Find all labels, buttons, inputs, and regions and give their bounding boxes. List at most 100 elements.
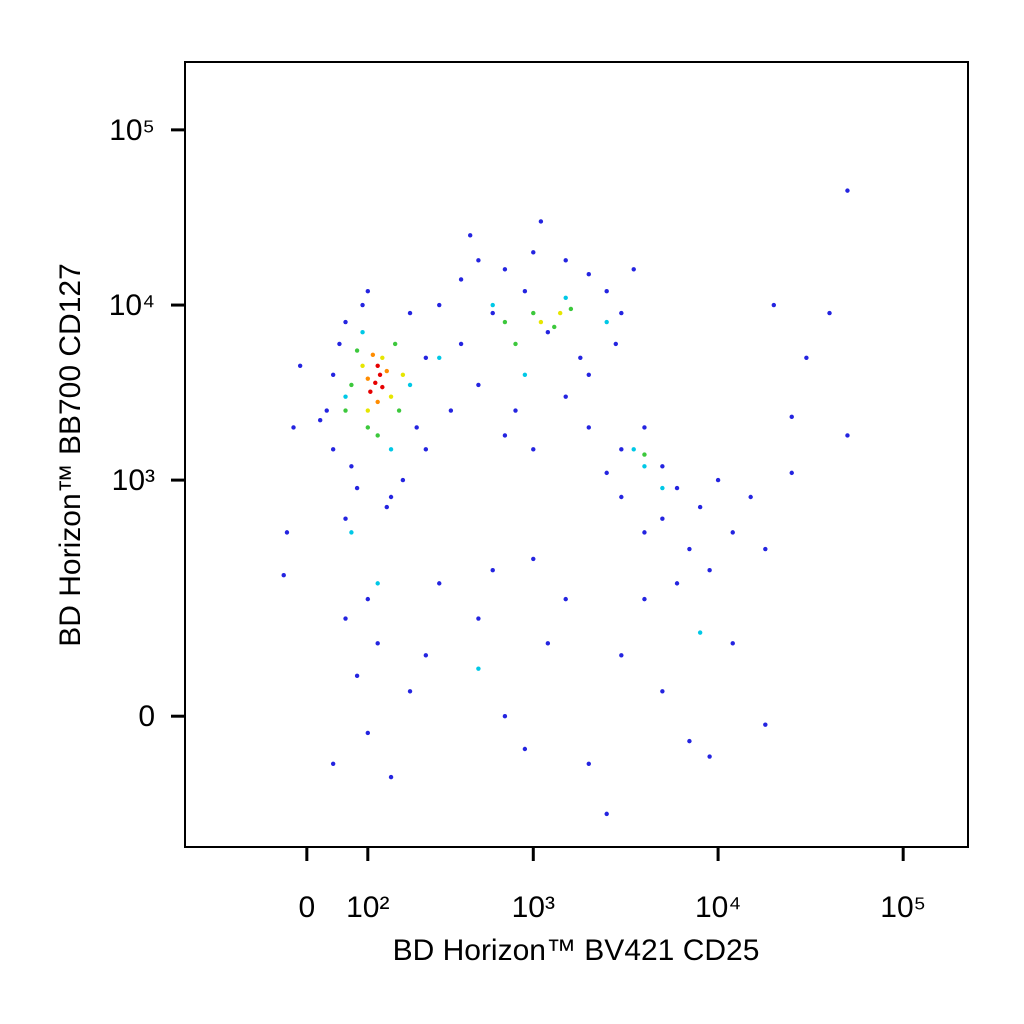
point: [330, 761, 336, 766]
point: [578, 355, 583, 360]
plot-frame: [184, 61, 969, 848]
point: [789, 414, 794, 420]
point: [360, 329, 365, 335]
point: [660, 516, 665, 521]
point: [604, 811, 609, 817]
point: [437, 302, 442, 308]
point: [375, 581, 380, 586]
point: [763, 722, 768, 727]
point: [642, 464, 647, 469]
point: [396, 408, 402, 413]
point: [531, 310, 536, 316]
point: [388, 394, 394, 399]
point: [845, 188, 850, 193]
point: [642, 425, 647, 430]
point: [368, 389, 373, 394]
point: [330, 447, 336, 452]
point: [513, 408, 518, 413]
point: [375, 363, 380, 369]
point: [373, 380, 378, 385]
point: [343, 516, 348, 521]
point: [354, 485, 360, 491]
point: [343, 408, 348, 413]
point: [407, 382, 413, 388]
point: [748, 494, 753, 500]
y-tick-label: 10⁵: [109, 114, 155, 147]
point: [586, 761, 591, 766]
point: [476, 382, 481, 388]
point: [613, 341, 618, 347]
point: [343, 616, 348, 621]
x-tick-label: 10³: [512, 891, 555, 924]
point: [502, 714, 508, 719]
point: [388, 447, 394, 452]
point: [458, 341, 464, 347]
point: [365, 596, 371, 602]
point: [384, 368, 389, 374]
point: [388, 774, 394, 780]
y-tick-label: 10³: [112, 464, 155, 497]
point: [407, 310, 413, 316]
point: [642, 452, 647, 457]
point: [423, 355, 429, 360]
point: [586, 272, 591, 277]
point: [392, 341, 398, 347]
point: [375, 433, 380, 438]
point: [642, 530, 647, 535]
point: [619, 653, 624, 658]
point: [437, 355, 442, 360]
point: [380, 384, 385, 390]
point: [697, 630, 703, 635]
point: [343, 394, 348, 399]
x-tick-label: 10²: [346, 891, 389, 924]
point: [468, 233, 473, 238]
point: [324, 408, 329, 413]
point: [707, 568, 712, 573]
point: [631, 267, 636, 272]
point: [400, 372, 406, 377]
point: [557, 310, 563, 316]
point: [490, 568, 495, 573]
point: [660, 464, 665, 469]
point: [586, 372, 591, 377]
point: [476, 666, 481, 671]
point: [619, 494, 624, 500]
point: [707, 754, 712, 759]
point: [448, 408, 454, 413]
point: [531, 556, 536, 562]
point: [631, 447, 636, 452]
point: [522, 288, 528, 294]
point: [281, 573, 286, 578]
point: [771, 302, 777, 308]
point: [375, 641, 380, 646]
point: [604, 470, 609, 476]
x-axis-label: BD Horizon™ BV421 CD25: [393, 934, 760, 967]
point: [763, 546, 768, 552]
point: [384, 504, 389, 510]
point: [619, 447, 624, 452]
point: [538, 319, 544, 325]
point: [330, 372, 336, 377]
point: [360, 302, 365, 308]
point: [458, 277, 464, 282]
point: [349, 382, 354, 388]
point: [375, 399, 380, 405]
point: [687, 738, 692, 744]
point: [370, 352, 376, 358]
point: [789, 470, 794, 476]
x-tick-label: 10⁵: [880, 891, 926, 924]
point: [349, 464, 354, 469]
y-axis-label: BD Horizon™ BB700 CD127: [54, 263, 87, 647]
point: [563, 258, 568, 263]
point: [552, 324, 557, 330]
point: [674, 581, 680, 586]
point: [437, 581, 442, 586]
point: [414, 425, 419, 430]
point: [365, 425, 371, 430]
point: [563, 596, 568, 602]
point: [563, 394, 568, 399]
point: [827, 310, 832, 316]
point: [423, 653, 429, 658]
point: [619, 310, 624, 316]
point: [407, 689, 413, 694]
